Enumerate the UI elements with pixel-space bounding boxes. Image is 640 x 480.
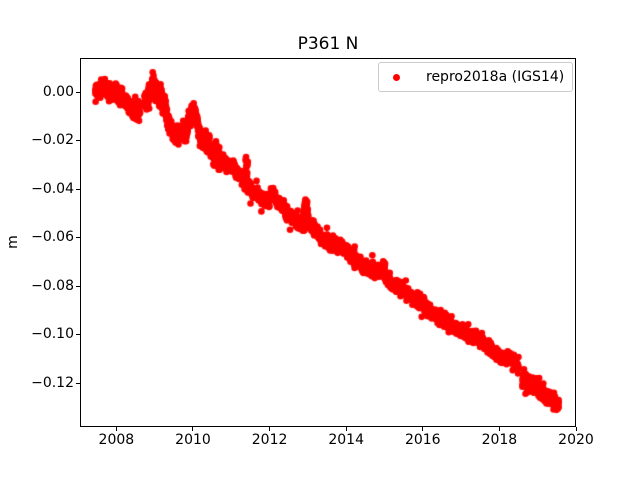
y-tick-label: −0.08 (31, 277, 74, 294)
y-tick-label: −0.02 (31, 132, 74, 149)
x-tick-label: 2020 (558, 432, 594, 448)
y-tick-mark (76, 285, 80, 287)
x-tick-mark (575, 427, 577, 431)
x-tick-label: 2016 (404, 432, 441, 448)
legend-marker-icon (393, 73, 400, 81)
x-tick-label: 2012 (251, 432, 288, 448)
x-tick-label: 2008 (98, 432, 135, 448)
y-tick-label: −0.10 (31, 326, 74, 343)
x-tick-mark (269, 427, 271, 431)
x-tick-label: 2010 (175, 432, 211, 448)
y-tick-mark (76, 237, 80, 239)
x-tick-mark (498, 427, 500, 431)
legend: repro2018a (IGS14) (378, 62, 573, 92)
y-tick-mark (76, 91, 80, 93)
legend-label: repro2018a (IGS14) (426, 69, 565, 85)
y-tick-mark (76, 382, 80, 384)
y-tick-label: 0.00 (42, 83, 74, 100)
y-tick-label: −0.04 (31, 180, 74, 197)
x-tick-label: 2018 (481, 432, 518, 448)
x-tick-mark (115, 427, 117, 431)
y-tick-mark (76, 188, 80, 190)
y-tick-mark (76, 334, 80, 336)
x-tick-mark (192, 427, 194, 431)
x-tick-mark (345, 427, 347, 431)
x-tick-mark (422, 427, 424, 431)
x-tick-label: 2014 (328, 432, 364, 448)
y-tick-label: −0.06 (31, 229, 74, 246)
y-tick-label: −0.12 (31, 374, 74, 391)
y-tick-mark (76, 140, 80, 142)
